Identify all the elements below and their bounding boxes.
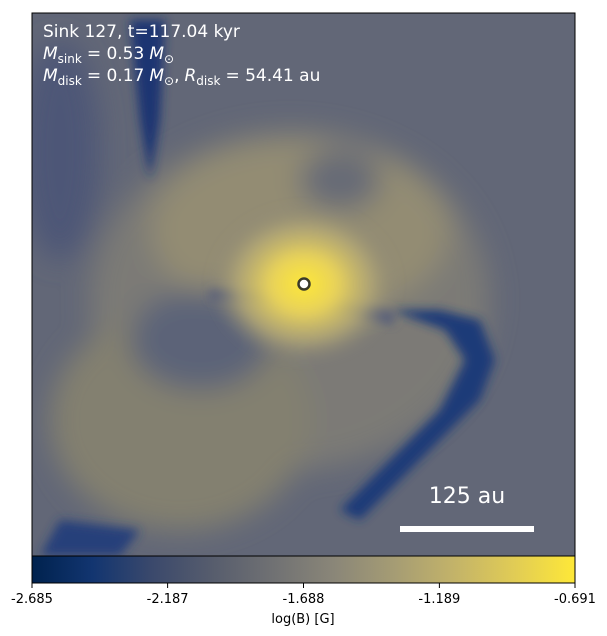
colorbar-tick-label: -2.187 [147, 592, 189, 607]
annotation: Sink 127, t=117.04 kyr [43, 22, 240, 42]
annotation-text: M [149, 66, 164, 86]
colorbar-tick-label: -1.189 [418, 592, 460, 607]
annotation-text: Sink 127, t=117.04 kyr [43, 22, 240, 42]
colorbar-label: log(B) [G] [271, 612, 334, 627]
annotation-text: M [149, 44, 164, 64]
annotation: Msink = 0.53 M⊙ [43, 44, 174, 66]
colorbar [31, 555, 576, 584]
annotation-text: disk [196, 74, 220, 88]
annotation: Mdisk = 0.17 M⊙, Rdisk = 54.41 au [43, 66, 320, 88]
annotation-text: = 0.53 [87, 44, 145, 64]
annotation-text: = 54.41 au [225, 66, 320, 86]
scale-bar-label: 125 au [429, 484, 505, 509]
colorbar-tick-label: -2.685 [11, 592, 53, 607]
sink-marker [297, 277, 311, 291]
annotation-text: M [43, 66, 58, 86]
annotation-text: ⊙ [164, 74, 174, 88]
annotation-text: M [43, 44, 58, 64]
annotation-text: ⊙ [164, 52, 174, 66]
annotation-text: = 0.17 [87, 66, 145, 86]
annotation-text: disk [58, 74, 82, 88]
annotation-text: R [184, 66, 196, 86]
colorbar-tick-label: -0.691 [554, 592, 596, 607]
annotation-text: , [174, 66, 179, 86]
annotation-text: sink [58, 52, 82, 66]
field-image [32, 13, 575, 556]
colorbar-tick-label: -1.688 [283, 592, 325, 607]
